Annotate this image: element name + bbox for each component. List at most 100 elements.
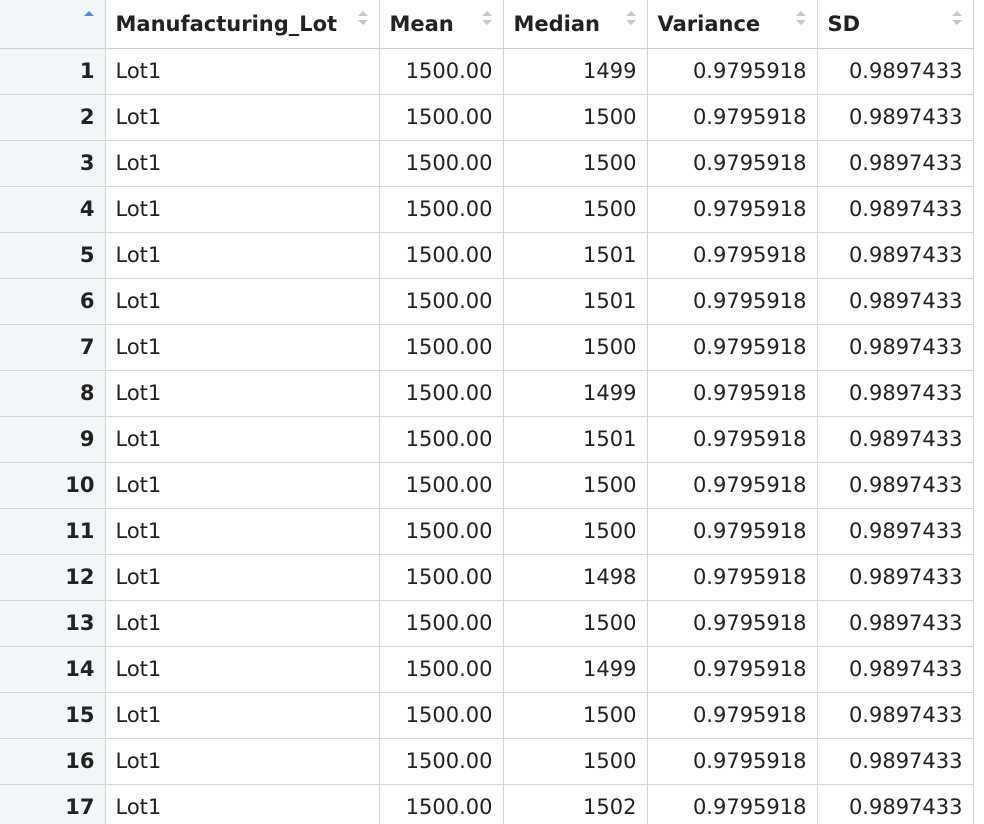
- column-header-label: Median: [513, 11, 601, 36]
- cell-median: 1500: [503, 186, 648, 233]
- cell-median: 1500: [503, 508, 648, 555]
- cell-median: 1500: [503, 94, 648, 141]
- cell-mean: 1500.00: [379, 508, 504, 555]
- cell-mean: 1500.00: [379, 784, 504, 824]
- cell-median: 1501: [503, 278, 648, 325]
- cell-sd: 0.9897433: [817, 140, 974, 187]
- sort-ascending-icon[interactable]: [83, 9, 95, 27]
- cell-sd: 0.9897433: [817, 278, 974, 325]
- table-row: 8 Lot1 1500.00 1499 0.9795918 0.9897433: [0, 370, 974, 417]
- column-header-median[interactable]: Median: [503, 0, 648, 49]
- cell-manufacturing-lot: Lot1: [105, 48, 380, 95]
- sort-icon[interactable]: [951, 9, 963, 27]
- cell-variance: 0.9795918: [647, 48, 818, 95]
- sort-icon[interactable]: [481, 9, 493, 27]
- cell-variance: 0.9795918: [647, 692, 818, 739]
- table-body: 1 Lot1 1500.00 1499 0.9795918 0.9897433 2 Lot1 1…: [0, 48, 974, 824]
- table-row: 16 Lot1 1500.00 1500 0.9795918 0.9897433: [0, 738, 974, 785]
- row-number: 17: [0, 784, 106, 824]
- sort-icon[interactable]: [625, 9, 637, 27]
- table-row: 5 Lot1 1500.00 1501 0.9795918 0.9897433: [0, 232, 974, 279]
- cell-mean: 1500.00: [379, 554, 504, 601]
- table-row: 17 Lot1 1500.00 1502 0.9795918 0.9897433: [0, 784, 974, 824]
- cell-manufacturing-lot: Lot1: [105, 554, 380, 601]
- column-header-label: SD: [827, 11, 861, 36]
- column-header-row-index[interactable]: [0, 0, 106, 49]
- table-row: 3 Lot1 1500.00 1500 0.9795918 0.9897433: [0, 140, 974, 187]
- cell-manufacturing-lot: Lot1: [105, 278, 380, 325]
- cell-manufacturing-lot: Lot1: [105, 784, 380, 824]
- cell-mean: 1500.00: [379, 692, 504, 739]
- cell-variance: 0.9795918: [647, 784, 818, 824]
- cell-median: 1501: [503, 416, 648, 463]
- cell-mean: 1500.00: [379, 232, 504, 279]
- cell-sd: 0.9897433: [817, 324, 974, 371]
- column-header-sd[interactable]: SD: [817, 0, 974, 49]
- row-number: 7: [0, 324, 106, 371]
- cell-mean: 1500.00: [379, 646, 504, 693]
- sort-icon[interactable]: [357, 9, 369, 27]
- column-header-mean[interactable]: Mean: [379, 0, 504, 49]
- cell-variance: 0.9795918: [647, 232, 818, 279]
- cell-sd: 0.9897433: [817, 48, 974, 95]
- column-header-label: Mean: [389, 11, 454, 36]
- row-number: 1: [0, 48, 106, 95]
- cell-mean: 1500.00: [379, 140, 504, 187]
- cell-mean: 1500.00: [379, 462, 504, 509]
- cell-variance: 0.9795918: [647, 508, 818, 555]
- cell-sd: 0.9897433: [817, 232, 974, 279]
- cell-sd: 0.9897433: [817, 186, 974, 233]
- sort-icon[interactable]: [795, 9, 807, 27]
- cell-median: 1501: [503, 232, 648, 279]
- cell-median: 1502: [503, 784, 648, 824]
- row-number: 14: [0, 646, 106, 693]
- cell-median: 1500: [503, 692, 648, 739]
- cell-median: 1500: [503, 462, 648, 509]
- row-number: 5: [0, 232, 106, 279]
- cell-manufacturing-lot: Lot1: [105, 140, 380, 187]
- row-number: 13: [0, 600, 106, 647]
- cell-variance: 0.9795918: [647, 186, 818, 233]
- table-row: 4 Lot1 1500.00 1500 0.9795918 0.9897433: [0, 186, 974, 233]
- row-number: 11: [0, 508, 106, 555]
- row-number: 4: [0, 186, 106, 233]
- column-header-manufacturing-lot[interactable]: Manufacturing_Lot: [105, 0, 380, 49]
- cell-median: 1499: [503, 646, 648, 693]
- cell-manufacturing-lot: Lot1: [105, 232, 380, 279]
- column-header-variance[interactable]: Variance: [647, 0, 818, 49]
- cell-sd: 0.9897433: [817, 738, 974, 785]
- column-header-label: Variance: [657, 11, 761, 36]
- cell-sd: 0.9897433: [817, 462, 974, 509]
- cell-manufacturing-lot: Lot1: [105, 462, 380, 509]
- cell-median: 1500: [503, 324, 648, 371]
- cell-variance: 0.9795918: [647, 416, 818, 463]
- table-row: 13 Lot1 1500.00 1500 0.9795918 0.9897433: [0, 600, 974, 647]
- header-row: Manufacturing_Lot Mean Median Variance S…: [0, 0, 974, 49]
- row-number: 9: [0, 416, 106, 463]
- row-number: 2: [0, 94, 106, 141]
- row-number: 12: [0, 554, 106, 601]
- table-row: 14 Lot1 1500.00 1499 0.9795918 0.9897433: [0, 646, 974, 693]
- row-number: 3: [0, 140, 106, 187]
- cell-sd: 0.9897433: [817, 554, 974, 601]
- cell-variance: 0.9795918: [647, 324, 818, 371]
- cell-sd: 0.9897433: [817, 646, 974, 693]
- row-number: 10: [0, 462, 106, 509]
- column-header-label: Manufacturing_Lot: [115, 11, 338, 36]
- table-row: 15 Lot1 1500.00 1500 0.9795918 0.9897433: [0, 692, 974, 739]
- cell-sd: 0.9897433: [817, 600, 974, 647]
- cell-sd: 0.9897433: [817, 94, 974, 141]
- table-row: 2 Lot1 1500.00 1500 0.9795918 0.9897433: [0, 94, 974, 141]
- cell-sd: 0.9897433: [817, 416, 974, 463]
- cell-mean: 1500.00: [379, 186, 504, 233]
- cell-manufacturing-lot: Lot1: [105, 94, 380, 141]
- row-number: 6: [0, 278, 106, 325]
- cell-variance: 0.9795918: [647, 738, 818, 785]
- cell-mean: 1500.00: [379, 48, 504, 95]
- cell-variance: 0.9795918: [647, 94, 818, 141]
- cell-manufacturing-lot: Lot1: [105, 416, 380, 463]
- table-row: 10 Lot1 1500.00 1500 0.9795918 0.9897433: [0, 462, 974, 509]
- cell-manufacturing-lot: Lot1: [105, 370, 380, 417]
- cell-manufacturing-lot: Lot1: [105, 324, 380, 371]
